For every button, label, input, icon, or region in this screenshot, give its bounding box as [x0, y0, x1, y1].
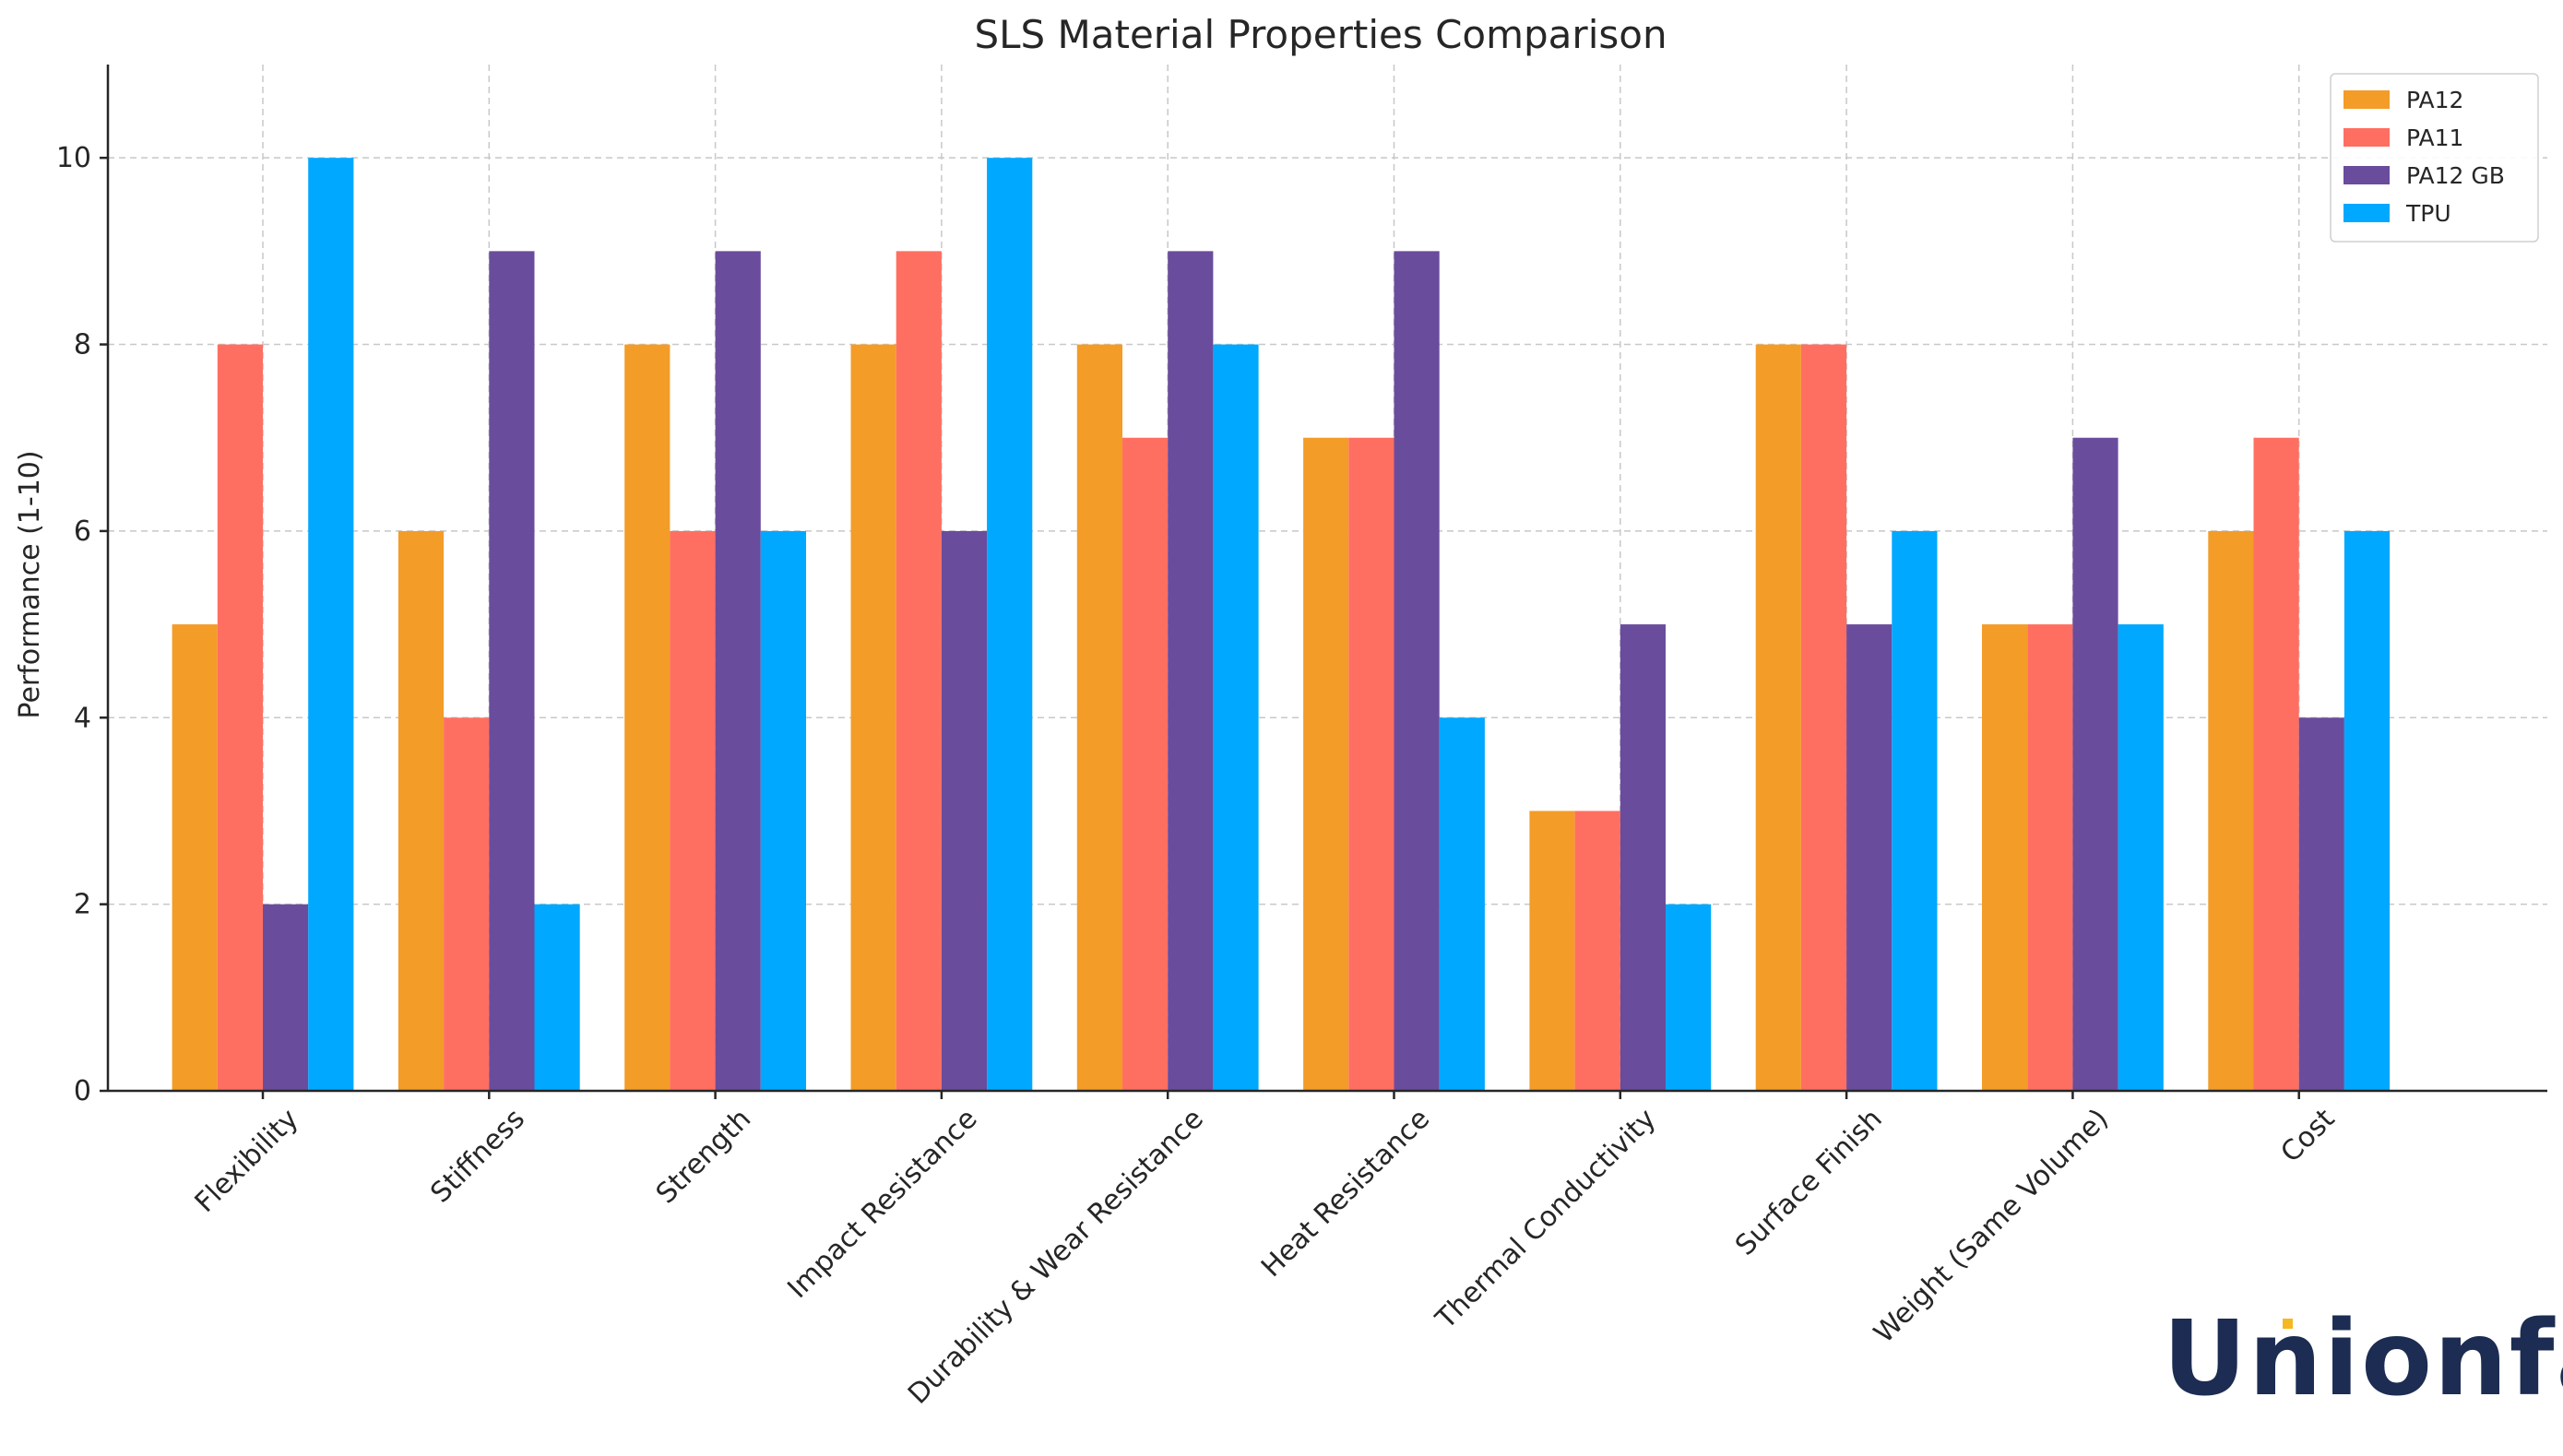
bar — [1755, 344, 1801, 1092]
bar — [534, 904, 580, 1091]
y-tick-label: 4 — [74, 702, 91, 734]
bar — [2298, 717, 2344, 1091]
legend-swatch — [2343, 166, 2390, 184]
y-tick-label: 2 — [74, 889, 91, 921]
y-tick-label: 0 — [74, 1075, 91, 1107]
legend-swatch — [2343, 90, 2390, 109]
bar — [1846, 624, 1893, 1091]
bar — [1122, 437, 1169, 1091]
x-tick-label: Stiffness — [424, 1103, 531, 1210]
bar — [1348, 437, 1394, 1091]
y-tick-label: 10 — [56, 142, 91, 174]
bar — [1529, 811, 1575, 1091]
y-tick-label: 8 — [74, 329, 91, 361]
bar — [2072, 437, 2118, 1091]
bar — [2343, 530, 2391, 1091]
bar — [1303, 437, 1349, 1091]
x-tick-label: Flexibility — [189, 1103, 305, 1219]
bar — [1394, 251, 1440, 1091]
bar — [1439, 717, 1485, 1091]
bar — [1076, 344, 1122, 1092]
bar — [1574, 811, 1620, 1091]
bar — [1800, 344, 1847, 1092]
legend-label: PA12 GB — [2406, 162, 2505, 189]
legend-box — [2330, 73, 2539, 243]
bar — [2027, 624, 2073, 1091]
x-tick-label: Thermal Conductivity — [1430, 1103, 1663, 1336]
bar — [1213, 344, 1259, 1092]
legend-label: PA11 — [2406, 124, 2463, 151]
y-tick-label: 6 — [74, 515, 91, 548]
x-tick-label: Cost — [2274, 1103, 2341, 1169]
logo-dot — [2283, 1319, 2293, 1329]
legend-swatch — [2343, 204, 2390, 222]
bar — [444, 717, 490, 1091]
bars — [172, 158, 2391, 1092]
x-tick-label: Impact Resistance — [781, 1103, 983, 1305]
bar — [398, 530, 445, 1091]
bar — [263, 904, 309, 1091]
bar — [1982, 624, 2028, 1091]
x-tick-label: Strength — [650, 1103, 758, 1211]
legend-label: TPU — [2405, 200, 2451, 227]
chart-title: SLS Material Properties Comparison — [974, 12, 1667, 57]
legend-label: PA12 — [2406, 87, 2463, 113]
logo-text: Unionfab — [2163, 1299, 2563, 1419]
unionfab-logo: Unionfab — [2163, 1299, 2563, 1419]
bar — [2118, 624, 2164, 1091]
bar — [2208, 530, 2254, 1091]
x-tick-label: Surface Finish — [1729, 1103, 1889, 1262]
bar — [850, 344, 896, 1092]
axes — [100, 65, 2547, 1099]
bar — [1168, 251, 1214, 1091]
x-tick-label: Heat Resistance — [1255, 1103, 1436, 1284]
bar — [624, 344, 670, 1092]
bar — [217, 344, 263, 1092]
bar — [1892, 530, 1938, 1091]
bar — [760, 530, 806, 1091]
x-tick-label: Weight (Same Volume) — [1868, 1103, 2115, 1350]
bar — [489, 251, 535, 1091]
bar — [987, 158, 1033, 1091]
bar — [1620, 624, 1666, 1091]
bar — [941, 530, 988, 1091]
bar — [172, 624, 218, 1091]
bar — [2253, 437, 2299, 1091]
bar — [1666, 904, 1712, 1091]
bar — [896, 251, 942, 1091]
bar — [670, 530, 716, 1091]
legend: PA12 PA11 PA12 GB TPU — [2330, 73, 2539, 243]
bar — [308, 158, 354, 1091]
bar — [715, 251, 761, 1091]
y-axis-label: Performance (1-10) — [14, 450, 46, 718]
legend-swatch — [2343, 128, 2390, 147]
